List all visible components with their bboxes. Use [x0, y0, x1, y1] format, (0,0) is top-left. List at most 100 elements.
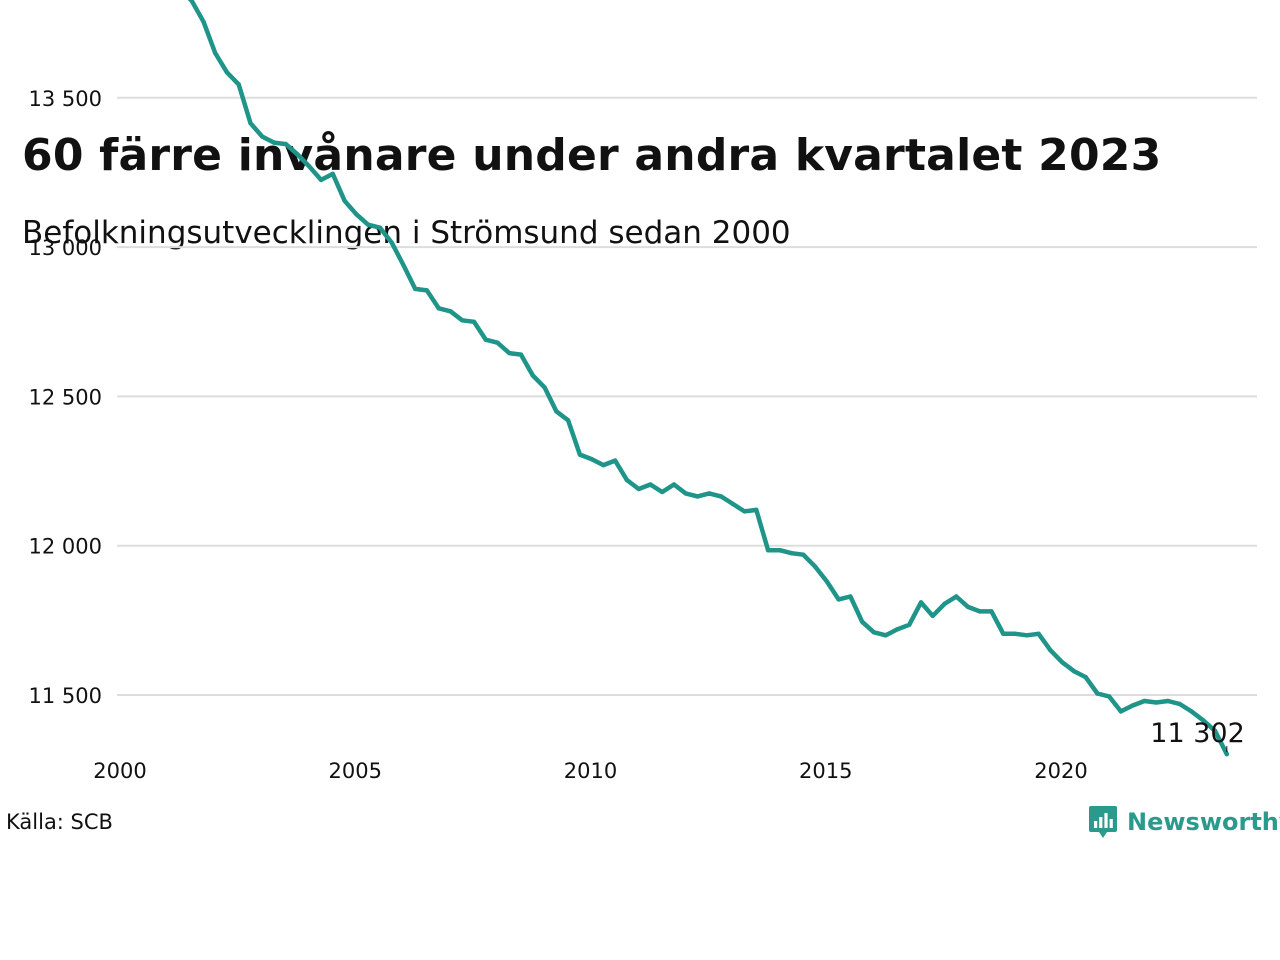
- data-point: [565, 418, 571, 423]
- data-point: [1036, 631, 1041, 636]
- data-point: [577, 452, 583, 457]
- data-point: [801, 552, 806, 557]
- data-point: [518, 352, 524, 357]
- data-point: [1071, 668, 1077, 674]
- data-point: [812, 564, 818, 569]
- data-point: [495, 340, 500, 345]
- data-point: [942, 601, 947, 607]
- data-point: [907, 622, 912, 628]
- data-point: [883, 633, 888, 638]
- chart-title: 60 färre invånare under andra kvartalet …: [22, 130, 1162, 181]
- data-point: [483, 337, 488, 342]
- data-point: [671, 482, 677, 487]
- data-point: [471, 319, 477, 324]
- data-point: [448, 309, 453, 314]
- data-point: [954, 594, 959, 599]
- data-point: [554, 409, 559, 414]
- data-point: [1059, 659, 1065, 665]
- source-note: Källa: SCB: [6, 810, 113, 834]
- data-point: [1118, 709, 1124, 714]
- data-point: [307, 164, 312, 169]
- data-point: [895, 627, 900, 632]
- data-point: [1106, 694, 1112, 699]
- data-point: [342, 198, 347, 204]
- data-point: [213, 50, 218, 56]
- data-point: [530, 373, 536, 378]
- data-point: [1154, 700, 1159, 705]
- data-point: [965, 604, 971, 610]
- data-point: [742, 509, 747, 514]
- data-point: [989, 609, 994, 614]
- end-value-label: 11 302: [1150, 718, 1244, 749]
- data-point: [542, 385, 547, 390]
- data-point: [1224, 751, 1229, 757]
- data-point: [330, 171, 336, 177]
- data-point: [1212, 728, 1218, 734]
- data-point: [1130, 703, 1135, 708]
- data-point: [389, 240, 394, 245]
- data-point: [918, 600, 924, 605]
- data-point: [1001, 631, 1006, 636]
- data-point: [730, 501, 735, 507]
- data-point: [765, 547, 771, 553]
- data-point: [777, 547, 783, 553]
- data-point: [659, 489, 665, 495]
- brand-logo[interactable]: Newsworthy: [1088, 804, 1280, 840]
- y-tick-label: 11 500: [29, 684, 102, 708]
- data-point: [1012, 631, 1018, 636]
- data-point: [612, 458, 618, 463]
- data-point: [848, 594, 853, 599]
- y-tick-label: 12 000: [29, 535, 102, 559]
- data-point: [377, 225, 383, 230]
- chart-subtitle: Befolkningsutvecklingen i Strömsund seda…: [22, 215, 791, 251]
- data-point: [636, 486, 641, 492]
- data-point: [1095, 691, 1100, 696]
- data-point: [624, 477, 630, 483]
- data-point: [859, 619, 865, 625]
- y-tick-label: 13 000: [29, 236, 102, 260]
- data-point: [836, 597, 841, 602]
- y-tick-label: 13 500: [29, 87, 102, 111]
- data-point: [436, 306, 441, 311]
- data-point: [824, 579, 830, 584]
- data-point: [354, 212, 359, 217]
- data-point: [1083, 674, 1088, 680]
- data-point: [201, 19, 206, 24]
- data-point: [1201, 718, 1206, 723]
- data-point: [977, 609, 982, 614]
- data-point: [460, 318, 465, 323]
- data-point: [789, 550, 794, 556]
- end-label-layer: 11 302: [1150, 718, 1245, 753]
- data-point: [695, 494, 700, 499]
- data-point: [236, 82, 241, 87]
- x-axis-labels: 2000 2005 2010 2015 2020: [93, 759, 1087, 783]
- data-point: [648, 482, 653, 487]
- data-point: [424, 288, 430, 293]
- x-tick-label: 2000: [93, 759, 146, 783]
- data-point: [1024, 633, 1030, 638]
- series-layer: [187, 0, 1230, 757]
- data-point: [1177, 701, 1182, 707]
- x-tick-label: 2005: [329, 759, 382, 783]
- data-point: [248, 120, 253, 126]
- data-point: [1048, 648, 1053, 653]
- data-point: [754, 507, 759, 513]
- population-series-line: [187, 0, 1230, 757]
- data-point: [1165, 698, 1171, 704]
- data-point: [871, 630, 877, 635]
- data-point: [707, 491, 712, 496]
- data-point: [718, 494, 724, 499]
- data-point: [507, 350, 512, 356]
- gridlines: [117, 96, 1257, 696]
- data-point: [1189, 709, 1194, 714]
- data-point: [683, 491, 688, 496]
- brand-name: Newsworthy: [1127, 808, 1280, 836]
- x-tick-label: 2010: [564, 759, 617, 783]
- data-point: [260, 134, 265, 139]
- data-point: [295, 152, 300, 157]
- newsworthy-logo-icon: [1089, 806, 1117, 838]
- data-point: [1142, 698, 1147, 704]
- y-tick-label: 12 500: [29, 385, 102, 409]
